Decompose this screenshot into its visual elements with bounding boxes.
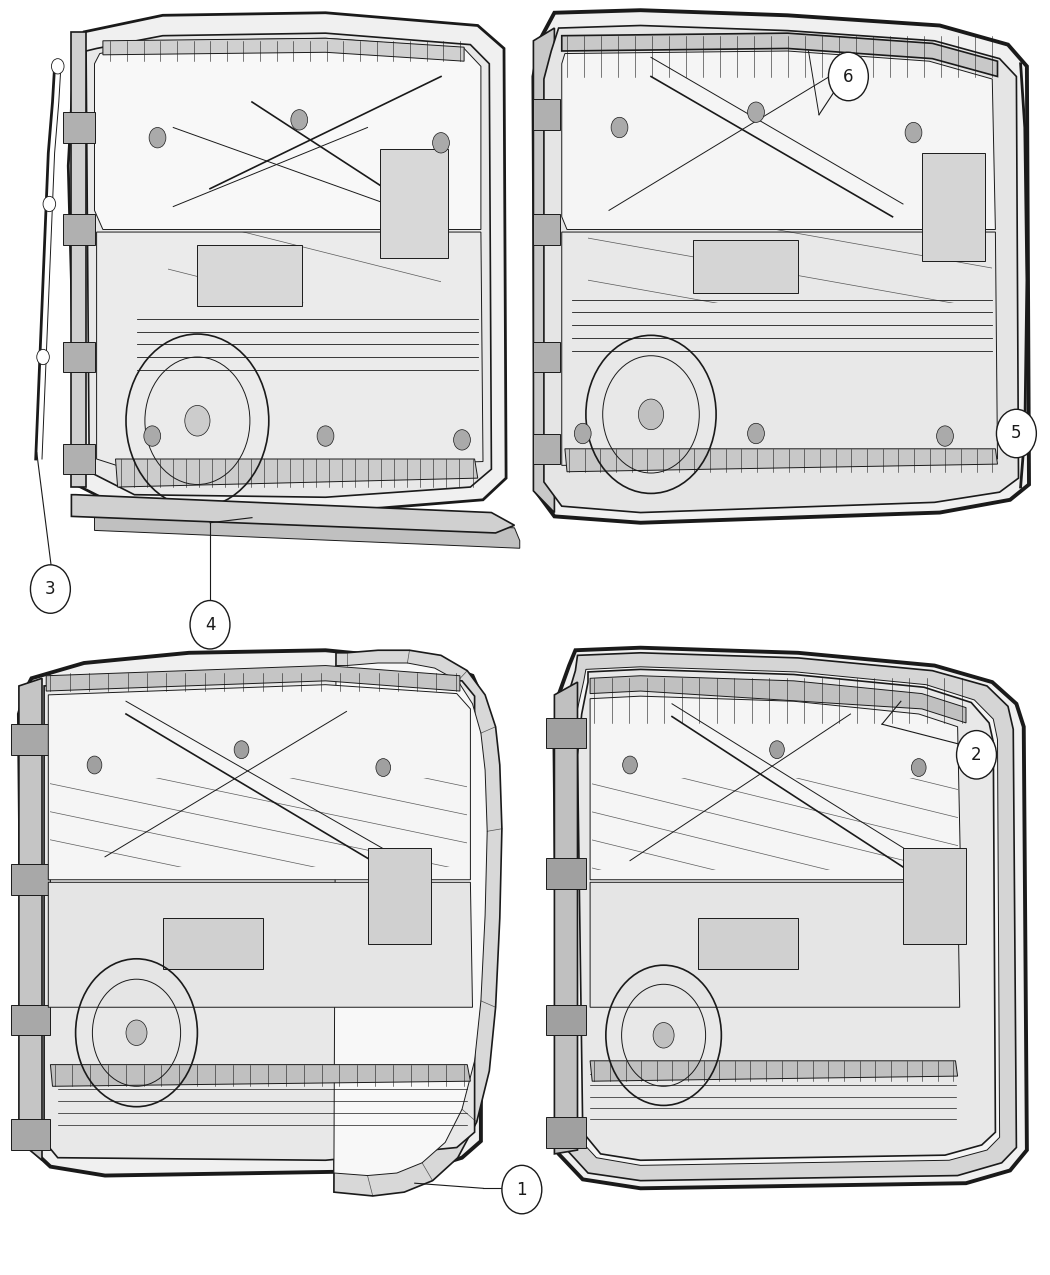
Text: 3: 3 <box>45 580 56 598</box>
Circle shape <box>433 133 449 153</box>
Circle shape <box>748 102 764 122</box>
Circle shape <box>454 430 470 450</box>
Circle shape <box>190 601 230 649</box>
Bar <box>380 149 448 258</box>
Polygon shape <box>590 676 966 723</box>
Bar <box>546 1005 586 1035</box>
Bar <box>922 153 985 261</box>
Text: 6: 6 <box>843 68 854 85</box>
Circle shape <box>957 731 996 779</box>
Bar <box>10 864 50 895</box>
Text: 1: 1 <box>517 1181 527 1198</box>
Circle shape <box>905 122 922 143</box>
Polygon shape <box>562 51 995 229</box>
Text: 5: 5 <box>1011 425 1022 442</box>
Bar <box>533 434 560 464</box>
Polygon shape <box>71 32 86 487</box>
Polygon shape <box>168 232 441 303</box>
Text: 2: 2 <box>971 746 982 764</box>
Polygon shape <box>19 650 481 1176</box>
Polygon shape <box>86 33 491 497</box>
Circle shape <box>126 1020 147 1045</box>
Bar <box>533 342 560 372</box>
Circle shape <box>770 741 784 759</box>
Circle shape <box>638 399 664 430</box>
Circle shape <box>623 756 637 774</box>
Polygon shape <box>116 459 478 487</box>
Bar <box>533 214 560 245</box>
Polygon shape <box>562 33 998 76</box>
Polygon shape <box>97 232 483 472</box>
Polygon shape <box>94 38 481 230</box>
Polygon shape <box>563 653 1016 1181</box>
Bar <box>63 342 94 372</box>
Polygon shape <box>533 28 554 513</box>
Bar <box>546 718 586 748</box>
Circle shape <box>234 741 249 759</box>
Polygon shape <box>334 650 502 1196</box>
Circle shape <box>144 426 161 446</box>
Polygon shape <box>554 648 1027 1188</box>
Circle shape <box>611 117 628 138</box>
Polygon shape <box>50 778 467 867</box>
Circle shape <box>828 52 868 101</box>
Polygon shape <box>533 10 1029 523</box>
Circle shape <box>317 426 334 446</box>
Polygon shape <box>573 667 1000 1165</box>
Circle shape <box>911 759 926 776</box>
Bar <box>368 848 430 944</box>
Circle shape <box>291 110 308 130</box>
Polygon shape <box>94 510 520 548</box>
Polygon shape <box>578 669 995 1160</box>
Polygon shape <box>334 663 487 1176</box>
Polygon shape <box>565 449 998 472</box>
Circle shape <box>149 128 166 148</box>
Polygon shape <box>71 495 514 533</box>
Bar <box>546 1117 586 1148</box>
Bar <box>533 99 560 130</box>
Polygon shape <box>48 685 470 880</box>
Text: 4: 4 <box>205 616 215 634</box>
Circle shape <box>376 759 391 776</box>
Circle shape <box>30 565 70 613</box>
Polygon shape <box>590 696 961 880</box>
Polygon shape <box>46 666 460 691</box>
Bar <box>63 444 94 474</box>
Polygon shape <box>544 26 1018 513</box>
Polygon shape <box>554 682 578 1154</box>
Polygon shape <box>592 778 958 870</box>
Bar <box>698 918 798 969</box>
Polygon shape <box>562 232 998 465</box>
Circle shape <box>87 756 102 774</box>
Polygon shape <box>19 678 42 1160</box>
Circle shape <box>51 59 64 74</box>
Bar <box>163 918 262 969</box>
Polygon shape <box>103 38 464 61</box>
Bar <box>10 1119 50 1150</box>
Bar <box>546 858 586 889</box>
Circle shape <box>996 409 1036 458</box>
Bar <box>10 724 50 755</box>
Circle shape <box>37 349 49 365</box>
Circle shape <box>574 423 591 444</box>
Polygon shape <box>44 671 475 1160</box>
Circle shape <box>43 196 56 212</box>
Polygon shape <box>590 882 960 1007</box>
Circle shape <box>502 1165 542 1214</box>
Bar <box>693 240 798 293</box>
Bar <box>197 245 302 306</box>
Circle shape <box>937 426 953 446</box>
Bar <box>903 848 966 944</box>
Polygon shape <box>588 230 992 303</box>
Polygon shape <box>48 882 473 1007</box>
Polygon shape <box>68 13 506 513</box>
Polygon shape <box>590 1061 958 1081</box>
Bar <box>63 214 94 245</box>
Bar <box>63 112 94 143</box>
Polygon shape <box>50 1065 470 1086</box>
Bar <box>10 1005 50 1035</box>
Circle shape <box>653 1023 674 1048</box>
Circle shape <box>748 423 764 444</box>
Circle shape <box>185 405 210 436</box>
